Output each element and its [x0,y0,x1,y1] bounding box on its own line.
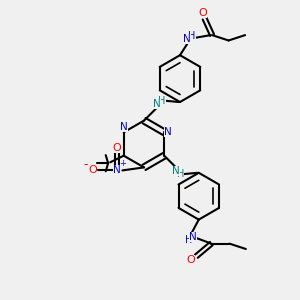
Text: O: O [112,143,121,153]
Text: H: H [188,31,196,41]
Text: N: N [172,166,179,176]
Text: O: O [88,165,97,176]
Text: N: N [164,127,172,137]
Text: N: N [120,122,127,132]
Text: O: O [187,255,195,265]
Text: H: H [158,95,166,106]
Text: O: O [199,8,208,18]
Text: H: H [177,169,184,179]
Text: N: N [183,34,191,44]
Text: N: N [113,165,121,176]
Text: -: - [83,158,88,172]
Text: N: N [153,99,161,109]
Text: N: N [190,232,197,242]
Text: +: + [120,159,126,168]
Text: H: H [184,235,192,245]
